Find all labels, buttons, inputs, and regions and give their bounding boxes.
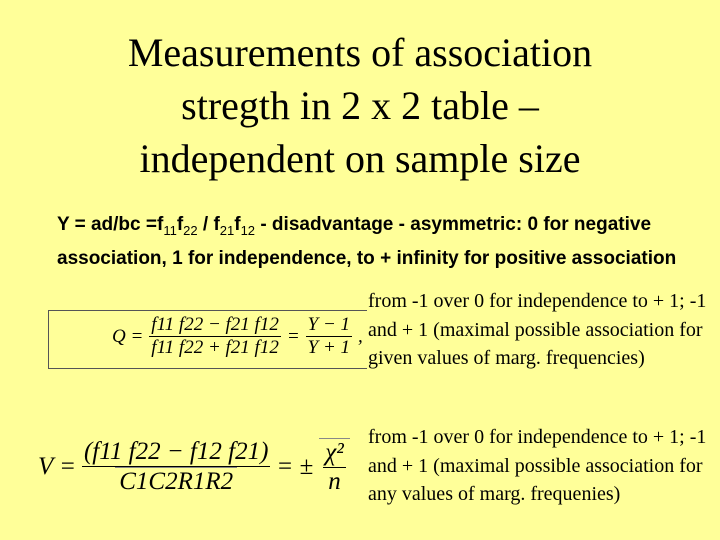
numerator: f11 f22 − f21 f12 [149, 314, 281, 337]
equals: = [286, 325, 300, 347]
q-formula-box [48, 310, 367, 369]
intro-paragraph: Y = ad/bc =f11f22 / f21f12 - disadvantag… [57, 211, 697, 274]
subscript: 21 [219, 222, 235, 238]
q-lhs: Q = [112, 325, 144, 347]
denominator: Y + 1 [307, 337, 351, 358]
subscript: 12 [240, 222, 256, 238]
fraction: χ² n [319, 438, 350, 496]
v-description: from -1 over 0 for independence to + 1; … [368, 426, 707, 506]
text: - disadvantage - asymmetric: 0 for negat… [57, 214, 677, 270]
slide-title: Measurements of association stregth in 2… [0, 26, 720, 185]
title-line: independent on sample size [139, 136, 581, 181]
numerator: χ² [323, 439, 346, 468]
numerator: (f11 f22 − f12 f21) [81, 438, 271, 467]
text: f [176, 214, 184, 235]
subscript: 11 [163, 222, 177, 238]
numerator: Y − 1 [305, 314, 353, 337]
fraction: (f11 f22 − f12 f21) C1C2R1R2 [81, 438, 271, 496]
equals-plus-minus: = ± [276, 453, 314, 480]
title-line: Measurements of association [127, 30, 593, 75]
v-lhs: V = [38, 453, 76, 480]
subscript: 22 [183, 222, 198, 238]
text: / f [197, 214, 220, 235]
denominator: n [328, 468, 341, 495]
denominator: f11 f22 + f21 f12 [151, 337, 279, 358]
comma: , [358, 325, 363, 347]
denominator: C1C2R1R2 [115, 467, 238, 496]
v-formula: V = (f11 f22 − f12 f21) C1C2R1R2 = ± χ² n [38, 438, 350, 496]
q-formula: Q = f11 f22 − f21 f12 f11 f22 + f21 f12 =… [112, 314, 363, 359]
text: f [234, 214, 241, 235]
q-description: from -1 over 0 for independence to + 1; … [368, 290, 707, 370]
y-definition: Y = ad/bc =f [57, 214, 164, 235]
fraction: f11 f22 − f21 f12 f11 f22 + f21 f12 [149, 314, 281, 359]
title-line: stregth in 2 x 2 table – [181, 83, 539, 128]
